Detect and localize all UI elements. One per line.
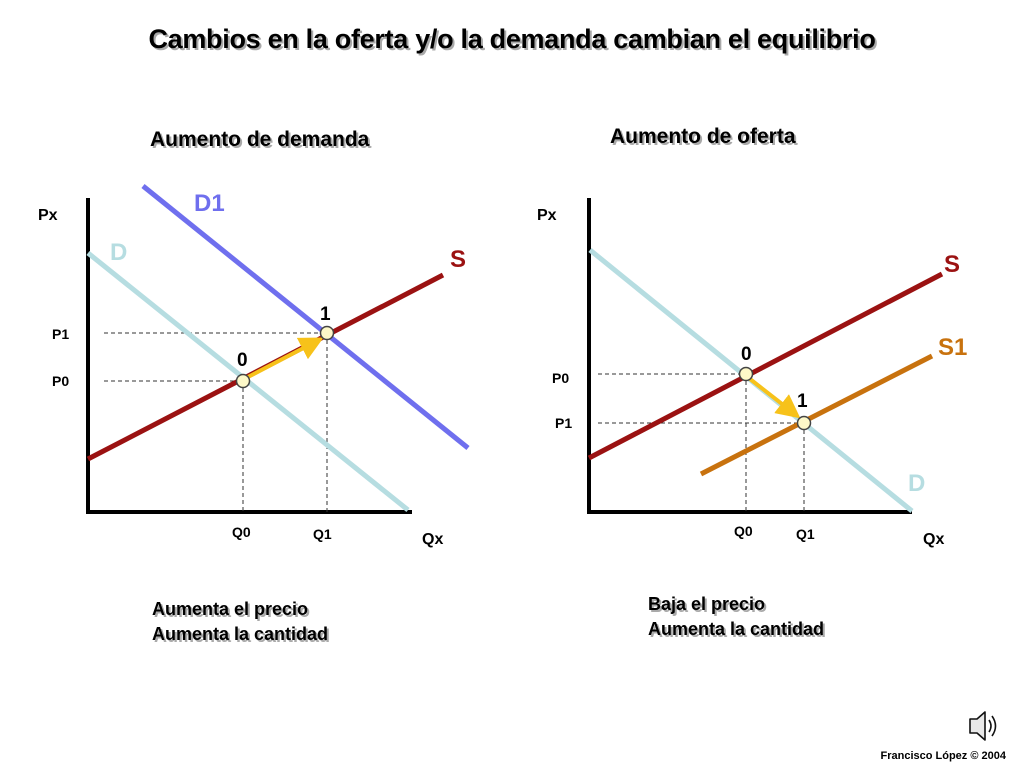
right-demand-label: D xyxy=(908,470,925,497)
right-point-final-label: 1 xyxy=(797,391,808,412)
right-point-initial xyxy=(738,366,754,382)
right-price-label-bottom: P1 xyxy=(555,415,572,431)
left-caption-line-1: Aumenta el precio xyxy=(152,599,309,619)
left-point-final xyxy=(319,325,335,341)
right-shift-arrow xyxy=(748,377,801,419)
right-axes xyxy=(587,198,912,514)
right-point-initial-label: 0 xyxy=(741,344,752,365)
left-point-initial xyxy=(235,373,251,389)
right-quantity-label-second: Q1 xyxy=(796,526,815,542)
left-price-label-bottom: P0 xyxy=(52,373,69,389)
right-quantity-label-first: Q0 xyxy=(734,523,753,539)
right-supply-new-label: S1 xyxy=(938,334,967,361)
right-panel-caption: Baja el precio Aumenta la cantidad xyxy=(648,592,824,642)
left-point-final-label: 1 xyxy=(320,304,331,325)
left-point-initial-label: 0 xyxy=(237,350,248,371)
right-supply-base-label: S xyxy=(944,251,960,278)
right-panel: Px Qx S S1 D 0 1 P0 P1 Q0 Q1 xyxy=(537,198,967,548)
speaker-icon[interactable] xyxy=(969,711,997,741)
left-y-axis-label: Px xyxy=(38,207,58,224)
right-caption-line-1: Baja el precio xyxy=(648,594,766,614)
right-caption-line-2: Aumenta la cantidad xyxy=(648,619,825,639)
left-shift-arrow xyxy=(247,337,324,379)
left-panel: Px Qx D1 D S 0 1 P1 P0 Q0 Q1 xyxy=(38,184,470,548)
right-supply-new-curve xyxy=(699,353,934,477)
left-quantity-label-second: Q1 xyxy=(313,526,332,542)
left-price-label-top: P1 xyxy=(52,326,69,342)
page-title: Cambios en la oferta y/o la demanda camb… xyxy=(148,24,876,54)
right-x-axis-label: Qx xyxy=(923,531,944,548)
right-supply-base-curve xyxy=(587,271,944,461)
left-caption-line-2: Aumenta la cantidad xyxy=(152,624,329,644)
right-point-final xyxy=(796,415,812,431)
right-panel-subtitle: Aumento de oferta xyxy=(610,125,796,148)
left-panel-subtitle: Aumento de demanda xyxy=(150,128,370,151)
right-y-axis-label: Px xyxy=(537,207,557,224)
left-demand-base-label: D xyxy=(110,239,127,266)
left-demand-new-label: D1 xyxy=(194,190,225,217)
left-supply-label: S xyxy=(450,246,466,273)
right-price-label-top: P0 xyxy=(552,370,569,386)
credit-text: Francisco López © 2004 xyxy=(880,750,1007,762)
left-demand-new-curve xyxy=(141,184,470,450)
left-quantity-label-first: Q0 xyxy=(232,524,251,540)
left-axes xyxy=(86,198,412,514)
left-x-axis-label: Qx xyxy=(422,531,443,548)
left-panel-caption: Aumenta el precio Aumenta la cantidad xyxy=(152,597,328,647)
